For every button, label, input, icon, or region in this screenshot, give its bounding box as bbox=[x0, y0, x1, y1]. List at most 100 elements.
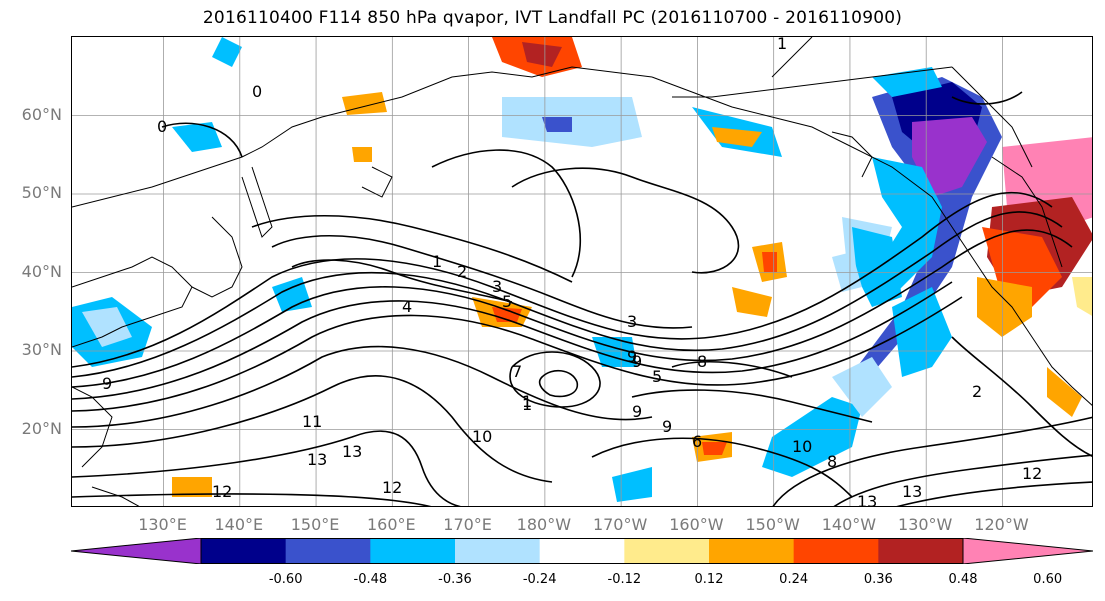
contour-label: 9 bbox=[632, 352, 642, 371]
contour-line bbox=[833, 454, 1092, 506]
colorbar bbox=[71, 538, 1093, 564]
lon-label: 150°W bbox=[745, 515, 800, 534]
contour-line bbox=[538, 369, 578, 398]
colorbar-bin bbox=[709, 538, 795, 564]
contour-label: 3 bbox=[627, 312, 637, 331]
graticule bbox=[72, 37, 1092, 506]
coastline bbox=[771, 37, 813, 78]
lon-label: 160°W bbox=[669, 515, 724, 534]
contour-line bbox=[251, 215, 573, 283]
contour-label: 12 bbox=[1022, 464, 1042, 483]
lat-label: 40°N bbox=[21, 261, 62, 281]
lat-label: 60°N bbox=[21, 104, 62, 124]
colorbar-bin bbox=[370, 538, 456, 564]
contour-label: 9 bbox=[627, 347, 637, 366]
coastline bbox=[831, 131, 873, 178]
coastlines bbox=[72, 37, 1092, 506]
anomaly-region bbox=[977, 277, 1032, 337]
colorbar-tick-label: -0.12 bbox=[607, 572, 642, 587]
plot-title: 2016110400 F114 850 hPa qvapor, IVT Land… bbox=[202, 8, 903, 28]
contour-line bbox=[431, 149, 581, 278]
anomaly-region bbox=[832, 357, 892, 417]
lon-label: 150°E bbox=[290, 515, 340, 534]
colorbar-bin bbox=[455, 538, 541, 564]
colorbar-bin bbox=[878, 538, 964, 564]
contour-label: 13 bbox=[902, 482, 922, 501]
colorbar-bin bbox=[793, 538, 879, 564]
contour-line bbox=[72, 375, 553, 483]
anomaly-region bbox=[912, 117, 987, 197]
contour-label: 9 bbox=[632, 402, 642, 421]
contour-label: 11 bbox=[302, 412, 322, 431]
lat-label: 30°N bbox=[21, 340, 62, 359]
contour-label: 5 bbox=[502, 292, 512, 311]
contour-label: 1 bbox=[522, 392, 532, 411]
contour-label: 7 bbox=[512, 362, 522, 381]
colorbar-tick-label: 0.24 bbox=[779, 572, 809, 587]
contour-label: 13 bbox=[857, 492, 877, 507]
contour-line bbox=[72, 345, 653, 428]
colorbar-extend-low bbox=[71, 538, 202, 564]
contour-line bbox=[72, 296, 963, 412]
contour-label: 9 bbox=[662, 417, 672, 436]
colorbar-tick-label: 0.48 bbox=[948, 572, 978, 587]
contour-label: 8 bbox=[827, 452, 837, 471]
colorbar-tick-label: -0.36 bbox=[438, 572, 472, 587]
contour-line bbox=[161, 122, 243, 158]
colorbar-extend-high bbox=[962, 538, 1093, 564]
colorbar-tick-label: -0.60 bbox=[268, 572, 303, 587]
contour-label: 12 bbox=[212, 482, 232, 501]
anomaly-region bbox=[172, 477, 212, 497]
anomaly-region bbox=[702, 442, 727, 455]
colorbar-bin bbox=[539, 538, 625, 564]
contour-line bbox=[72, 211, 1063, 378]
contour-label: 0 bbox=[252, 82, 262, 101]
contour-label: 2 bbox=[457, 262, 467, 281]
colorbar-tick-label: 0.12 bbox=[694, 572, 724, 587]
lon-label: 180°W bbox=[516, 515, 572, 534]
coastline bbox=[191, 216, 243, 298]
contour-label: 1 bbox=[777, 37, 787, 53]
anomaly-region bbox=[342, 92, 387, 115]
coastline bbox=[991, 156, 1063, 268]
contour-line bbox=[509, 351, 601, 408]
anomaly-region bbox=[542, 117, 572, 132]
anomaly-region bbox=[732, 287, 772, 317]
contour-line bbox=[631, 389, 873, 423]
contour-line bbox=[591, 437, 853, 498]
contour-line bbox=[72, 229, 1073, 388]
contour-line bbox=[72, 493, 432, 506]
coastline bbox=[91, 486, 140, 506]
coastline bbox=[651, 76, 1092, 406]
colorbar-bin bbox=[624, 538, 710, 564]
lon-label: 120°W bbox=[974, 515, 1029, 534]
lon-label: 170°W bbox=[592, 515, 648, 534]
lon-label: 130°E bbox=[138, 515, 187, 534]
contour-line bbox=[72, 281, 953, 400]
contour-line bbox=[896, 481, 1092, 506]
coastline bbox=[951, 66, 1033, 168]
anomaly-region bbox=[762, 252, 777, 272]
colorbar-tick-label: 0.60 bbox=[1033, 572, 1063, 587]
contour-label: 1 bbox=[522, 395, 532, 414]
contour-line bbox=[671, 361, 793, 378]
coastline bbox=[361, 166, 393, 198]
colorbar-bin bbox=[201, 538, 287, 564]
anomaly-region bbox=[492, 307, 522, 322]
anomaly-region bbox=[1072, 277, 1092, 316]
coastline bbox=[72, 386, 113, 468]
coastline bbox=[72, 66, 653, 208]
coastline bbox=[672, 66, 953, 98]
map-panel: 0 0 1 1 1 2 3 4 5 9 9 9 8 5 3 7 1 10 9 6 11 13 13 12 12 12 13 13 8 10… bbox=[71, 36, 1093, 507]
contour-line bbox=[271, 234, 693, 329]
contour-label: 10 bbox=[472, 427, 492, 446]
colorbar-tick-label: -0.48 bbox=[353, 572, 388, 587]
colorbar-tick-label: 0.36 bbox=[863, 572, 893, 587]
lat-label: 50°N bbox=[21, 183, 62, 202]
contour-line bbox=[511, 167, 740, 274]
anomaly-region bbox=[352, 147, 372, 162]
anomaly-region bbox=[212, 37, 242, 67]
anomaly-region bbox=[712, 127, 762, 147]
contour-label: 0 bbox=[157, 117, 167, 136]
